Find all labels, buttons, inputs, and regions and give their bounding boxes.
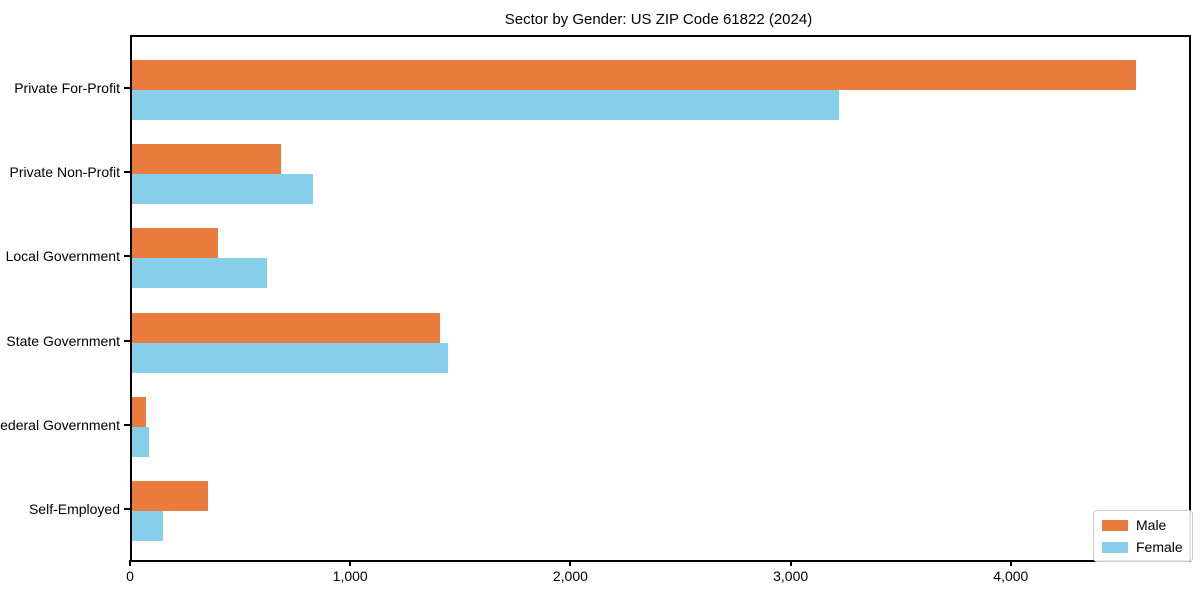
legend-item-female: Female xyxy=(1102,539,1184,555)
category-label-private-non-profit: Private Non-Profit xyxy=(9,164,120,181)
bar-female-federal-government xyxy=(132,426,150,457)
bar-male-private-non-profit xyxy=(132,144,281,175)
bar-female-private-for-profit xyxy=(132,90,839,120)
bar-male-private-for-profit xyxy=(132,60,1137,90)
category-label-local-government: Local Government xyxy=(5,248,120,265)
male-color-swatch xyxy=(1102,519,1128,531)
legend-label-male: Male xyxy=(1136,517,1167,533)
xtick-label-0: 0 xyxy=(126,568,134,584)
bar-male-local-government xyxy=(132,228,218,259)
bar-male-self-employed xyxy=(132,481,209,511)
female-color-swatch xyxy=(1102,541,1128,553)
xtick-mark-0 xyxy=(129,560,131,566)
legend: Male Female xyxy=(1093,510,1193,562)
xtick-mark-4000 xyxy=(1009,560,1012,566)
ytick-mark-private-non-profit xyxy=(124,171,130,174)
xtick-mark-2000 xyxy=(569,560,572,566)
plot-area: Male Female xyxy=(130,35,1193,562)
xtick-mark-1000 xyxy=(349,560,352,566)
ytick-mark-private-for-profit xyxy=(124,87,130,89)
bar-male-state-government xyxy=(132,312,441,343)
chart-title: Sector by Gender: US ZIP Code 61822 (202… xyxy=(504,11,813,28)
ytick-mark-self-employed xyxy=(124,508,130,510)
ytick-mark-federal-government xyxy=(124,423,130,426)
xtick-label-4000: 4,000 xyxy=(993,568,1029,584)
bar-female-private-non-profit xyxy=(132,174,313,205)
bar-female-self-employed xyxy=(132,511,164,541)
xtick-label-3000: 3,000 xyxy=(773,568,809,584)
bar-female-state-government xyxy=(132,342,448,373)
legend-label-female: Female xyxy=(1136,539,1183,555)
xtick-label-2000: 2,000 xyxy=(552,568,588,584)
xtick-mark-3000 xyxy=(789,560,792,566)
category-label-state-government: State Government xyxy=(6,332,120,349)
bar-female-local-government xyxy=(132,258,268,289)
bar-male-federal-government xyxy=(132,396,147,427)
xtick-label-1000: 1,000 xyxy=(332,568,368,584)
ytick-mark-local-government xyxy=(124,255,130,258)
legend-item-male: Male xyxy=(1102,517,1184,533)
category-label-self-employed: Self-Employed xyxy=(28,501,120,517)
category-label-private-for-profit: Private For-Profit xyxy=(14,80,120,96)
ytick-mark-state-government xyxy=(124,339,130,342)
category-label-federal-government: Federal Government xyxy=(0,416,120,433)
